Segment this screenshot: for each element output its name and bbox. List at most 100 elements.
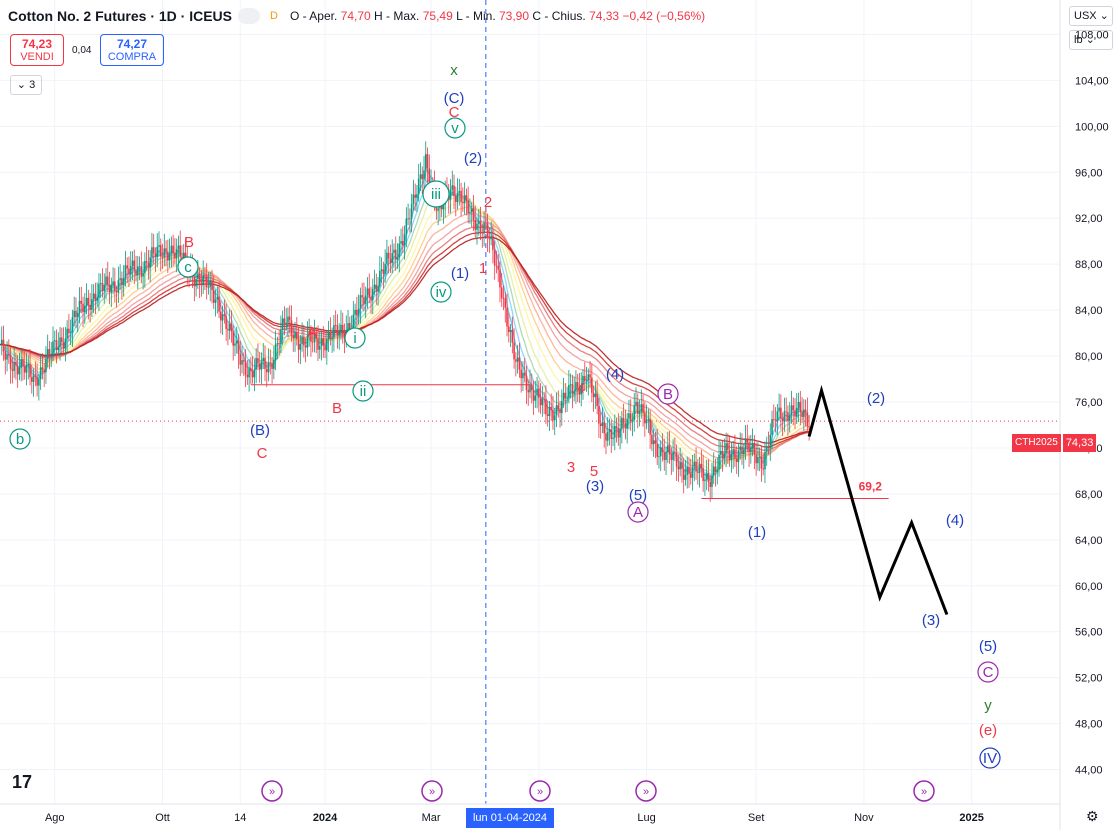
candle-body	[243, 360, 245, 362]
candle-body	[75, 310, 77, 318]
event-marker-arrow: »	[643, 786, 649, 798]
candle-body	[265, 368, 268, 373]
candle-body	[658, 456, 660, 458]
event-marker-icon	[529, 780, 551, 802]
candle-body	[758, 456, 761, 458]
sell-button[interactable]: 74,23 VENDI	[10, 34, 64, 66]
candle-body	[557, 405, 560, 410]
event-marker-arrow: »	[537, 786, 543, 798]
wave-label: (1)	[451, 265, 469, 282]
candle-body	[801, 412, 803, 418]
candle-body	[764, 451, 766, 470]
candle-body	[149, 257, 151, 268]
candle-body	[98, 283, 100, 298]
wave-label: B	[184, 234, 194, 251]
candle-body	[124, 265, 127, 278]
spread-value: 0,04	[72, 45, 92, 56]
candle-body	[258, 363, 261, 370]
candle-body	[808, 426, 810, 428]
candle-body	[483, 222, 485, 234]
candle-body	[495, 265, 498, 267]
wave-label: C	[257, 445, 268, 462]
candle-body	[502, 298, 505, 300]
candle-body	[62, 342, 65, 349]
candle-body	[583, 375, 586, 382]
candle-body	[341, 324, 344, 332]
candle-body	[288, 316, 291, 321]
candle-body	[748, 442, 750, 453]
candle-body	[545, 399, 547, 415]
candle-body	[458, 190, 461, 193]
candle-body	[596, 394, 598, 407]
candle-body	[564, 392, 567, 399]
ema-line	[0, 179, 810, 478]
candle-body	[518, 357, 521, 370]
candle-body	[629, 413, 632, 422]
candle-body	[601, 422, 604, 427]
candle-body	[253, 369, 256, 378]
candle-body	[795, 407, 798, 417]
gear-icon[interactable]: ⚙	[1086, 808, 1099, 824]
price-axis[interactable]: 108,00 104,00 100,00 96,00 92,00 88,00 84,00 80…	[1059, 0, 1109, 830]
candle-body	[668, 445, 671, 455]
candle-body	[393, 249, 395, 254]
candle-body	[486, 223, 489, 238]
candle-body	[651, 434, 653, 445]
buy-button[interactable]: 74,27 COMPRA	[100, 34, 164, 66]
candle-body	[198, 273, 201, 284]
candle-body	[262, 357, 265, 362]
wave-label-circle	[977, 661, 999, 683]
candle-body	[691, 466, 694, 478]
candle-body	[741, 446, 743, 454]
symbol-title[interactable]: Cotton No. 2 Futures · 1D · ICEUS	[8, 8, 232, 24]
candle-body	[145, 261, 148, 263]
candle-body	[340, 324, 342, 333]
candle-body	[594, 394, 597, 398]
candle-body	[562, 392, 565, 402]
candle-body	[292, 335, 295, 339]
wave-label-circle	[352, 380, 374, 402]
wave-label-circle	[422, 180, 450, 208]
candle-body	[320, 338, 323, 346]
candle-body	[318, 345, 321, 350]
indicators-toggle[interactable]: ⌄ 3	[10, 75, 42, 95]
unit-select[interactable]: lb ⌄	[1069, 30, 1113, 50]
time-axis[interactable]: AgoOtt142024MarMagLugSetNov2025»»»»»	[0, 780, 1060, 824]
candle-body	[225, 315, 227, 329]
candle-body	[310, 331, 312, 342]
candle-body	[250, 368, 252, 372]
y-tick-label: 100,00	[1075, 121, 1109, 133]
candle-body	[532, 390, 535, 401]
candle-body	[463, 195, 466, 204]
candle-body	[371, 288, 374, 301]
candle-body	[614, 426, 616, 438]
candle-body	[156, 246, 159, 257]
candle-body	[251, 371, 254, 378]
x-tick-label: Mar	[422, 812, 441, 824]
toggle-icon[interactable]	[238, 8, 260, 24]
tradingview-logo[interactable]: 17	[12, 772, 33, 792]
candle-body	[271, 363, 273, 369]
candle-body	[347, 323, 349, 330]
candle-body	[523, 372, 526, 376]
candle-body	[506, 307, 508, 327]
last-price-tag: CTH2025 74,33	[1012, 434, 1097, 452]
candle-body	[730, 454, 733, 460]
candle-body	[2, 339, 5, 352]
candle-body	[424, 154, 427, 171]
candle-body	[193, 277, 196, 287]
candle-body	[684, 474, 687, 480]
candle-body	[525, 375, 528, 390]
candle-body	[492, 236, 494, 250]
candle-body	[214, 299, 217, 303]
candle-body	[296, 331, 298, 340]
candle-body	[278, 343, 280, 345]
candle-body	[22, 359, 24, 367]
candle-body	[31, 377, 33, 382]
wave-label: 1	[479, 260, 487, 277]
candle-body	[769, 434, 772, 448]
currency-select[interactable]: USX ⌄	[1069, 6, 1113, 26]
candle-body	[161, 256, 164, 258]
